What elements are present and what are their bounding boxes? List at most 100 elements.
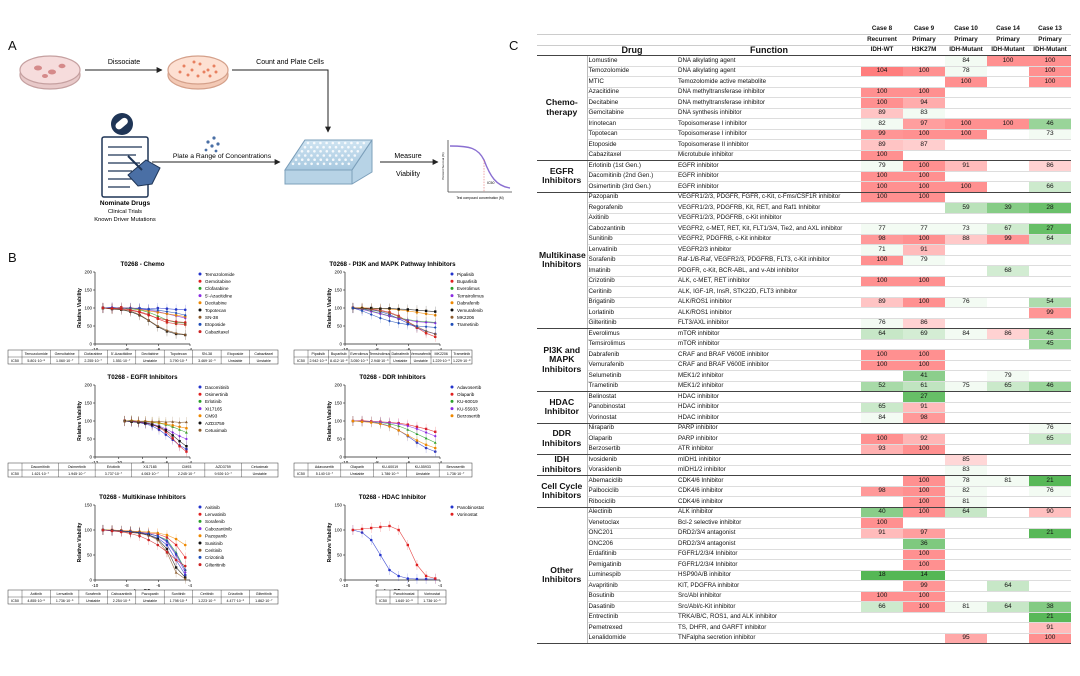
viability-cell bbox=[861, 559, 903, 571]
legend-marker bbox=[198, 315, 202, 319]
drug-header: Drug bbox=[587, 45, 677, 56]
drug-function: MEK1/2 inhibitor bbox=[677, 370, 861, 382]
drug-name: Pemigatinib bbox=[587, 559, 677, 571]
data-point bbox=[424, 309, 428, 313]
well-dot bbox=[319, 158, 323, 161]
y-tick-label: 0 bbox=[339, 455, 342, 460]
ic50-header: Vemurafenib bbox=[411, 352, 431, 356]
legend-marker bbox=[198, 519, 202, 523]
legend-marker bbox=[450, 272, 454, 276]
viability-cell bbox=[987, 108, 1029, 119]
drug-function: FGFR1/2/3/4 Inhibitor bbox=[677, 559, 861, 571]
viability-cell: 89 bbox=[861, 297, 903, 308]
viability-cell bbox=[945, 391, 987, 403]
drug-name: Pazopanib bbox=[587, 192, 677, 203]
ic50-header: SN-38 bbox=[202, 352, 212, 356]
series-line bbox=[102, 307, 186, 335]
ic50-header: XI17165 bbox=[143, 465, 156, 469]
viability-cell bbox=[903, 612, 945, 623]
data-point bbox=[433, 332, 437, 336]
well-dot bbox=[347, 162, 351, 166]
viability-cell: 76 bbox=[1029, 423, 1071, 434]
chart-4: T0268 - DDR Inhibitors 0 50 100 150 200 -10 -8 -… bbox=[293, 374, 482, 478]
viability-cell bbox=[903, 517, 945, 529]
case-header-cell: Primary bbox=[945, 34, 987, 46]
series-line bbox=[102, 529, 186, 578]
viability-cell: 76 bbox=[1029, 486, 1071, 497]
viability-cell: 82 bbox=[861, 118, 903, 130]
x-tick-label: -8 bbox=[375, 347, 379, 352]
ic50-value: 2.255·10⁻⁷ bbox=[84, 359, 102, 363]
viability-cell bbox=[861, 454, 903, 466]
viability-cell bbox=[861, 213, 903, 224]
viability-cell bbox=[1029, 276, 1071, 287]
data-point bbox=[378, 316, 382, 320]
viability-cell: 100 bbox=[903, 349, 945, 361]
well-dot bbox=[328, 154, 332, 157]
viability-cell bbox=[987, 570, 1029, 581]
legend-marker bbox=[450, 308, 454, 312]
viability-cell bbox=[1029, 454, 1071, 466]
table-header-row: Drug Function IDH-WT H3K27M IDH-Mutant IDH-Mu… bbox=[537, 45, 1071, 56]
data-point bbox=[388, 425, 391, 428]
viability-cell bbox=[945, 265, 987, 277]
ic50-value: 2.245·10⁻⁷ bbox=[178, 472, 196, 476]
legend-marker bbox=[450, 399, 454, 403]
drug-function: CDK4/6 inhibitor bbox=[677, 496, 861, 508]
viability-cell: 75 bbox=[945, 381, 987, 392]
viability-cell bbox=[987, 192, 1029, 203]
ic50-row-label: IC50 bbox=[297, 359, 305, 363]
drug-name: Venetoclax bbox=[587, 517, 677, 529]
legend-marker bbox=[198, 428, 202, 432]
viability-cell bbox=[987, 181, 1029, 193]
data-point bbox=[164, 429, 168, 432]
viability-cell: 100 bbox=[861, 276, 903, 287]
well-dot bbox=[353, 145, 356, 149]
viability-cell bbox=[945, 444, 987, 455]
viability-cell bbox=[945, 591, 987, 602]
viability-cell: 21 bbox=[1029, 528, 1071, 539]
viability-cell: 100 bbox=[903, 475, 945, 487]
data-point bbox=[415, 427, 419, 431]
ic50-header: Clofarabine bbox=[84, 352, 102, 356]
legend-label: MK2206 bbox=[457, 315, 475, 320]
viability-cell: 86 bbox=[987, 328, 1029, 340]
viability-cell bbox=[1029, 108, 1071, 119]
legend-label: Berzosertib bbox=[457, 414, 481, 419]
drug-name: Vorasidenib bbox=[587, 465, 677, 476]
ic50-header: Crizotinib bbox=[228, 592, 243, 596]
ic50-table: IC50 Pipalisib 2.942·10⁻⁸ Buparlisib 8.412·1… bbox=[293, 349, 473, 365]
data-point bbox=[433, 325, 437, 329]
viability-cell bbox=[861, 622, 903, 634]
viability-cell: 100 bbox=[945, 181, 987, 193]
drug-class-label: DDR Inhibitors bbox=[537, 423, 588, 455]
viability-cell: 27 bbox=[903, 391, 945, 403]
drug-name: Bosutinib bbox=[587, 591, 677, 602]
table-row: Brigatinib ALK/ROS1 inhibitor 89 100 76 54 bbox=[537, 297, 1071, 308]
well-dot bbox=[322, 154, 326, 157]
ic50-header: Adavosertib bbox=[315, 465, 334, 469]
viability-cell bbox=[1029, 570, 1071, 581]
data-point bbox=[129, 532, 132, 535]
well-dot bbox=[359, 145, 363, 149]
viability-cell bbox=[861, 391, 903, 403]
legend-label: Pipalisib bbox=[457, 272, 475, 277]
drug-name: Luminespib bbox=[587, 570, 677, 581]
data-point bbox=[406, 434, 410, 437]
table-row: Selumetinib MEK1/2 inhibitor 41 79 bbox=[537, 370, 1071, 382]
drug-function: Topoisomerase I inhibitor bbox=[677, 118, 861, 130]
viability-cell: 64 bbox=[945, 507, 987, 518]
y-tick-label: 150 bbox=[334, 503, 342, 508]
case-header-cell: Case 10 bbox=[945, 24, 987, 35]
table-row: Panobinostat HDAC inhibitor 65 91 bbox=[537, 402, 1071, 413]
legend-label: XI17165 bbox=[205, 406, 223, 411]
table-row: Multikinase Inhibitors Pazopanib VEGFR1/2/3… bbox=[537, 192, 1071, 329]
drug-name: Panobinostat bbox=[587, 402, 677, 413]
data-point bbox=[147, 307, 151, 311]
ic50-header: Berzosertib bbox=[447, 465, 465, 469]
legend-marker bbox=[450, 301, 454, 305]
legend-label: Gemcitabine bbox=[205, 279, 231, 284]
viability-cell: 100 bbox=[903, 444, 945, 455]
viability-cell bbox=[1029, 213, 1071, 224]
ic50-value: 5.801·10⁻⁸ bbox=[27, 359, 45, 363]
